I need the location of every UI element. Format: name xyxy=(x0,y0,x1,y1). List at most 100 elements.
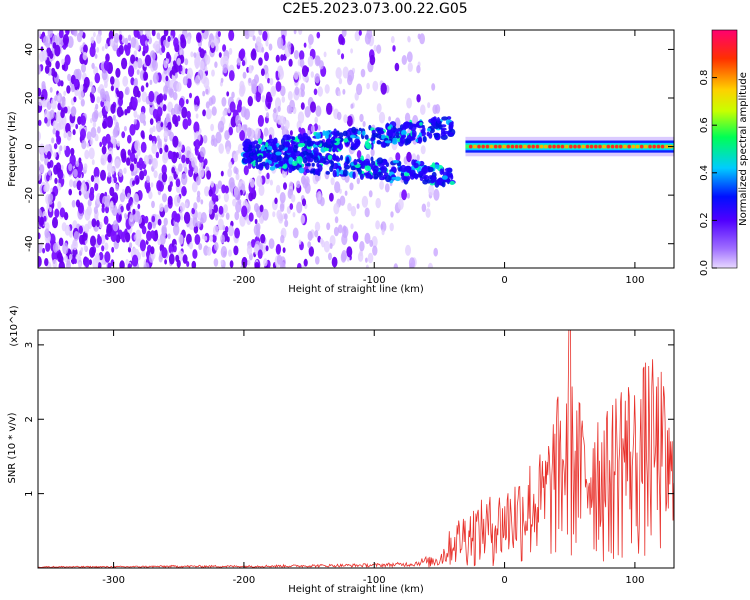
snr-x-tick-label: -100 xyxy=(363,575,386,586)
signal-peak-cell xyxy=(660,144,665,149)
noise-cell xyxy=(316,31,321,39)
noise-cell xyxy=(298,127,302,133)
noise-cell xyxy=(347,69,355,82)
noise-cell xyxy=(229,101,236,113)
noise-cell xyxy=(87,199,92,207)
signal-peak-cell xyxy=(544,144,548,149)
noise-cell xyxy=(428,184,435,196)
noise-cell xyxy=(110,85,114,92)
signal-peak-cell xyxy=(552,144,556,149)
noise-cell xyxy=(80,182,87,195)
transition-cell xyxy=(252,161,256,167)
y-tick-label: -40 xyxy=(24,236,35,252)
noise-cell xyxy=(100,88,106,98)
noise-cell xyxy=(211,193,217,203)
noise-cell xyxy=(143,169,148,177)
noise-cell xyxy=(46,101,52,110)
transition-cell xyxy=(419,122,423,126)
snr-x-tick-label: -300 xyxy=(102,575,125,586)
noise-cell xyxy=(81,63,86,73)
transition-cell xyxy=(403,167,407,172)
transition-cell xyxy=(249,144,253,152)
transition-cell xyxy=(292,160,298,166)
noise-cell xyxy=(294,86,300,96)
noise-cell xyxy=(70,106,77,117)
noise-cell xyxy=(279,192,286,204)
transition-cell xyxy=(431,175,437,183)
noise-cell xyxy=(159,203,164,212)
noise-cell xyxy=(420,104,426,115)
noise-cell xyxy=(106,115,114,128)
signal-peak-cell xyxy=(631,144,636,149)
noise-cell xyxy=(149,79,153,86)
noise-cell xyxy=(136,161,141,169)
noise-cell xyxy=(394,62,400,72)
noise-cell xyxy=(224,130,230,141)
noise-cell xyxy=(213,204,218,214)
noise-cell xyxy=(108,30,114,41)
noise-cell xyxy=(145,82,149,88)
noise-cell xyxy=(161,172,168,183)
noise-cell xyxy=(101,46,105,52)
transition-cell xyxy=(394,176,402,182)
noise-cell xyxy=(222,44,227,52)
noise-cell xyxy=(248,30,255,38)
noise-cell xyxy=(108,147,113,157)
transition-cell xyxy=(332,153,336,161)
noise-cell xyxy=(119,260,125,268)
transition-cell xyxy=(371,160,376,165)
noise-cell xyxy=(244,124,248,131)
transition-cell xyxy=(309,170,315,174)
noise-cell xyxy=(163,130,169,140)
noise-cell xyxy=(140,130,145,139)
signal-peak-cell xyxy=(531,144,535,149)
noise-cell xyxy=(255,36,262,47)
noise-cell xyxy=(372,80,379,92)
noise-cell xyxy=(205,54,211,65)
noise-cell xyxy=(180,37,187,49)
noise-cell xyxy=(210,180,214,188)
signal-peak-cell xyxy=(502,144,506,149)
noise-cell xyxy=(334,181,341,194)
noise-cell xyxy=(116,140,121,147)
noise-cell xyxy=(170,35,174,41)
noise-cell xyxy=(172,114,178,125)
noise-cell xyxy=(346,115,353,127)
noise-cell xyxy=(44,228,50,239)
snr-series xyxy=(38,330,674,568)
signal-peak-cell xyxy=(518,144,523,149)
noise-cell xyxy=(179,66,183,72)
noise-cell xyxy=(299,50,305,61)
noise-cell xyxy=(126,106,131,114)
noise-cell xyxy=(243,165,249,176)
noise-cell xyxy=(167,150,173,160)
noise-cell xyxy=(308,246,314,257)
noise-cell xyxy=(142,50,146,57)
noise-cell xyxy=(80,98,85,107)
noise-cell xyxy=(117,208,122,215)
noise-cell xyxy=(234,211,240,221)
transition-cell xyxy=(339,154,344,161)
noise-cell xyxy=(63,131,67,139)
noise-cell xyxy=(349,182,354,191)
noise-cell xyxy=(96,33,102,44)
noise-cell xyxy=(229,260,234,268)
noise-cell xyxy=(276,114,282,125)
noise-cell xyxy=(228,126,233,136)
noise-cell xyxy=(288,107,293,114)
noise-cell xyxy=(195,113,199,119)
noise-cell xyxy=(107,262,112,268)
signal-peak-cell xyxy=(523,144,527,149)
transition-cell xyxy=(311,162,315,167)
noise-cell xyxy=(63,145,67,151)
transition-cell xyxy=(377,130,385,135)
noise-cell xyxy=(218,143,224,154)
noise-cell xyxy=(111,246,115,253)
noise-cell xyxy=(270,85,277,97)
transition-cell xyxy=(354,138,361,144)
noise-cell xyxy=(201,233,205,240)
noise-cell xyxy=(47,161,51,169)
noise-cell xyxy=(106,223,112,234)
noise-cell xyxy=(209,234,214,242)
noise-cell xyxy=(144,40,148,46)
